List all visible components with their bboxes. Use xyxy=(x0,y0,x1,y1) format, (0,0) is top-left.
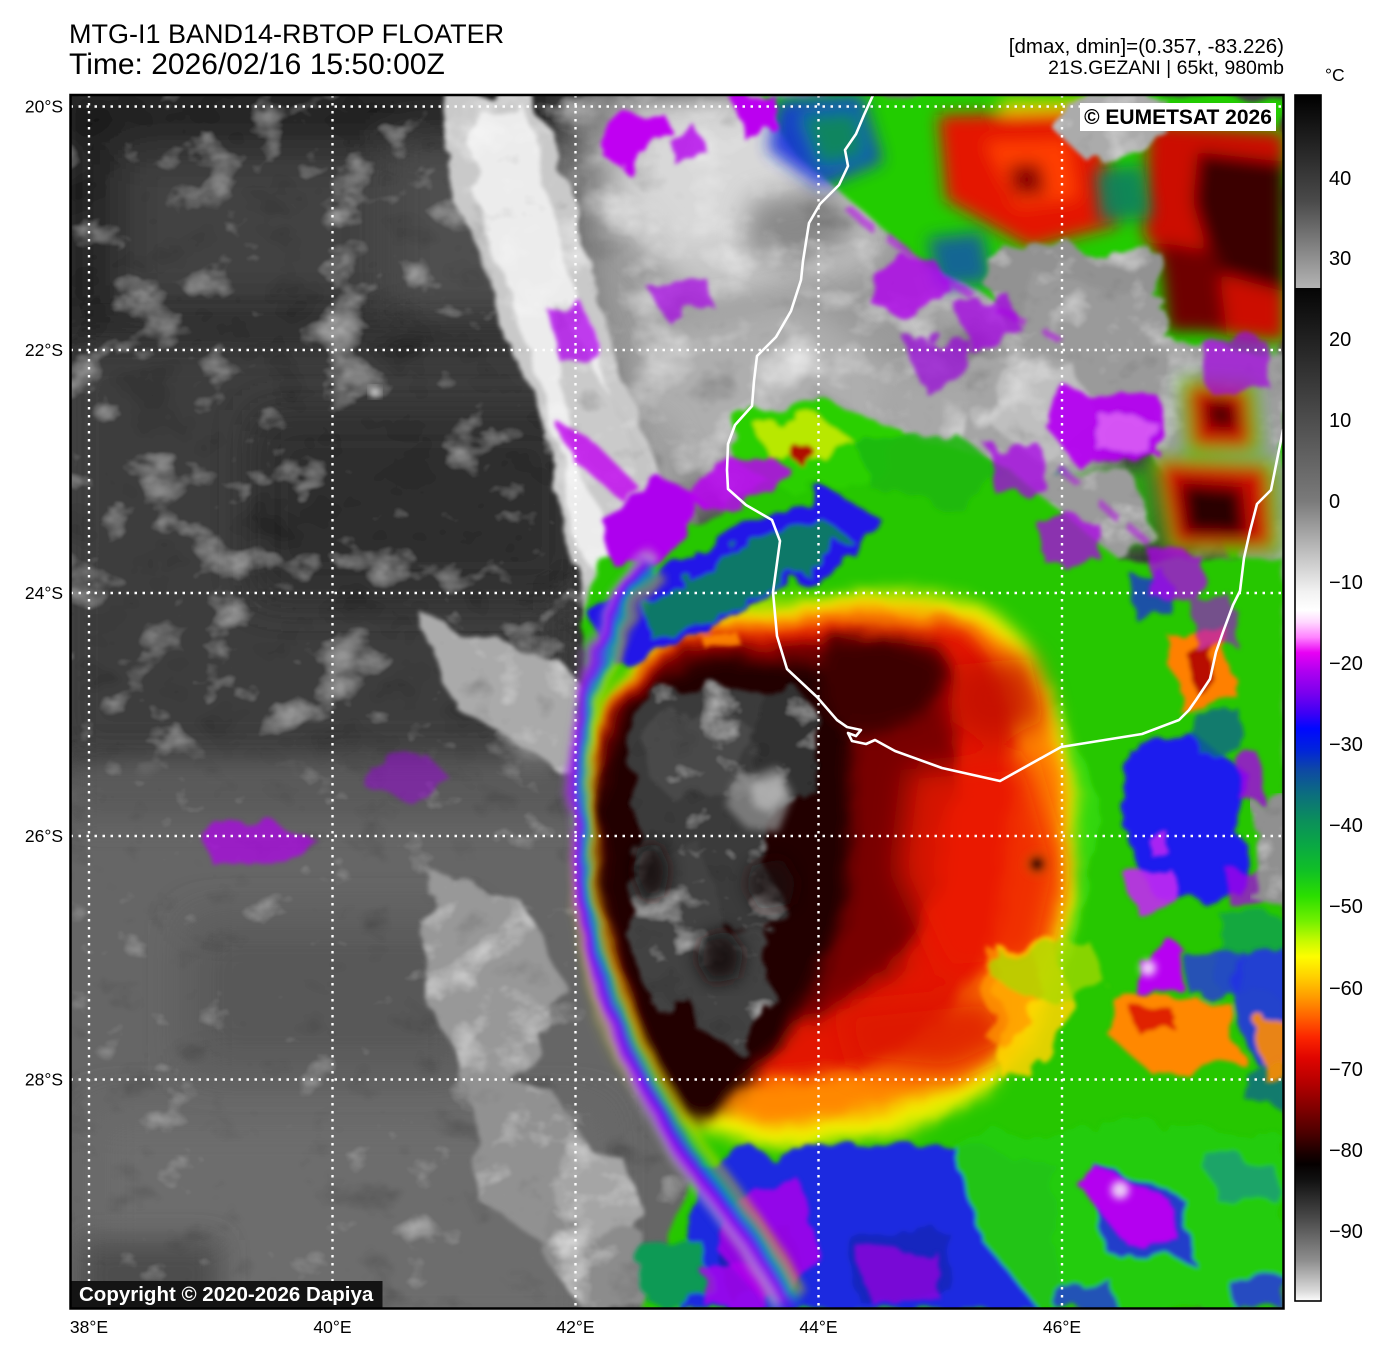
svg-text:21S.GEZANI | 65kt, 980mb: 21S.GEZANI | 65kt, 980mb xyxy=(1048,57,1284,79)
svg-text:MTG-I1 BAND14-RBTOP FLOATER: MTG-I1 BAND14-RBTOP FLOATER xyxy=(69,19,504,49)
svg-text:−70: −70 xyxy=(1329,1059,1363,1081)
svg-text:20°S: 20°S xyxy=(25,97,63,117)
svg-text:28°S: 28°S xyxy=(25,1070,63,1090)
svg-text:−20: −20 xyxy=(1329,653,1363,675)
svg-text:−50: −50 xyxy=(1329,896,1363,918)
svg-text:−80: −80 xyxy=(1329,1140,1363,1162)
svg-text:−60: −60 xyxy=(1329,978,1363,1000)
svg-text:44°E: 44°E xyxy=(799,1317,837,1337)
svg-text:10: 10 xyxy=(1329,410,1351,432)
svg-text:−10: −10 xyxy=(1329,572,1363,594)
svg-text:0: 0 xyxy=(1329,491,1340,513)
svg-text:°C: °C xyxy=(1325,65,1345,85)
svg-text:26°S: 26°S xyxy=(25,826,63,846)
svg-text:Copyright © 2020-2026 Dapiya: Copyright © 2020-2026 Dapiya xyxy=(79,1283,374,1306)
svg-text:Time: 2026/02/16 15:50:00Z: Time: 2026/02/16 15:50:00Z xyxy=(69,48,445,81)
svg-text:38°E: 38°E xyxy=(70,1317,108,1337)
svg-text:[dmax, dmin]=(0.357, -83.226): [dmax, dmin]=(0.357, -83.226) xyxy=(1009,35,1284,58)
svg-text:24°S: 24°S xyxy=(25,583,63,603)
svg-text:−30: −30 xyxy=(1329,734,1363,756)
svg-text:20: 20 xyxy=(1329,329,1351,351)
svg-text:46°E: 46°E xyxy=(1043,1317,1081,1337)
svg-text:40: 40 xyxy=(1329,168,1351,190)
svg-text:30: 30 xyxy=(1329,248,1351,270)
svg-text:© EUMETSAT 2026: © EUMETSAT 2026 xyxy=(1084,106,1272,129)
svg-text:42°E: 42°E xyxy=(556,1317,594,1337)
svg-text:−90: −90 xyxy=(1329,1221,1363,1243)
svg-text:22°S: 22°S xyxy=(25,340,63,360)
svg-text:40°E: 40°E xyxy=(313,1317,351,1337)
svg-text:−40: −40 xyxy=(1329,815,1363,837)
